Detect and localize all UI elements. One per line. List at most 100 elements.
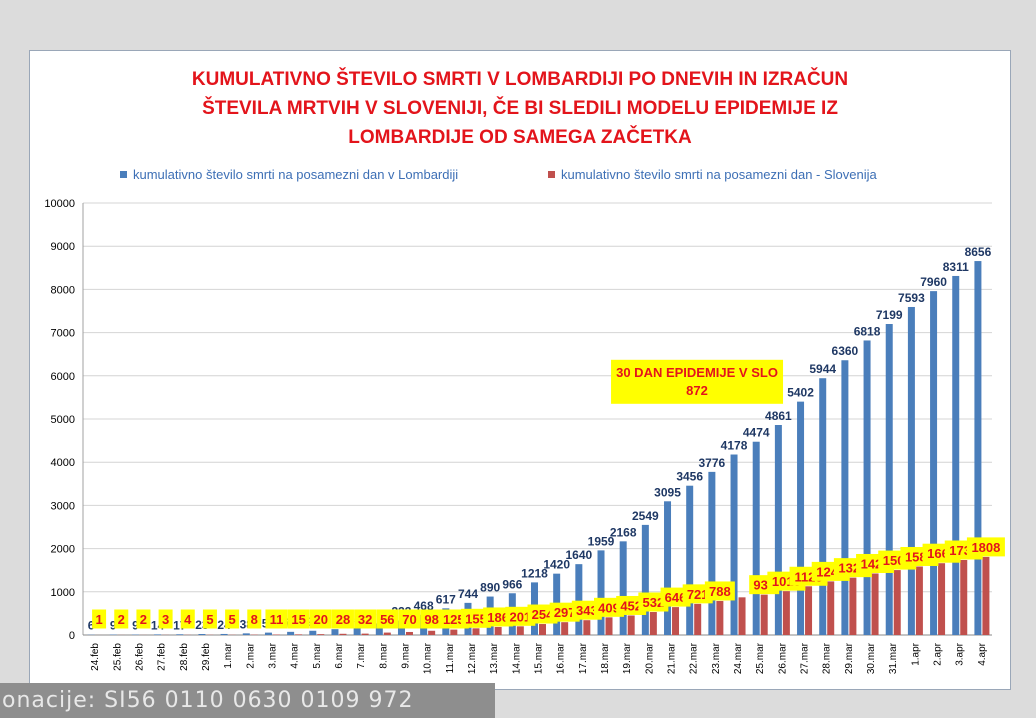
bar-lombardija [752,441,760,635]
y-tick-label: 0 [69,630,75,642]
data-label-box-slovenija [92,609,107,629]
data-label-slovenija: 186 [487,610,509,625]
x-tick-label: 29.mar [844,642,855,674]
bar-lombardija [952,275,960,635]
data-label-slovenija: 32 [358,612,372,627]
annotation-text-line: 30 DAN EPIDEMIJE V SLO [616,365,778,380]
bar-lombardija [154,634,162,635]
bar-slovenija [494,626,502,635]
data-label-box-slovenija [354,609,377,629]
data-label-slovenija: 2 [118,612,125,627]
bar-slovenija [716,600,724,635]
bar-slovenija [317,634,325,635]
bar-lombardija [575,564,583,635]
bar-slovenija [295,634,303,635]
data-label-slovenija: 3 [162,612,169,627]
bar-slovenija [827,581,835,635]
bar-slovenija [849,577,857,635]
legend-lombardija: kumulativno število smrti na posamezni d… [120,167,458,182]
x-tick-label: 11.mar [445,642,456,673]
data-label-slovenija: 409 [598,600,620,615]
bar-slovenija [516,626,524,635]
data-label-box-slovenija [331,609,354,629]
chart-title-line-2: ŠTEVILA MRTVIH V SLOVENIJI, ČE BI SLEDIL… [202,98,838,119]
bar-slovenija [339,633,347,635]
bar-slovenija [805,586,813,635]
x-tick-label: 6.mar [334,642,345,668]
data-label-slovenija: 70 [402,612,416,627]
data-label-box-slovenija [225,609,240,629]
y-tick-label: 8000 [51,284,75,296]
data-label-lombardija: 744 [458,587,478,601]
data-label-box-slovenija [287,609,310,629]
bar-slovenija [450,629,458,635]
data-label-lombardija: 2549 [632,509,659,523]
data-label-box-slovenija [202,609,217,629]
bar-slovenija [539,624,546,635]
bar-slovenija [871,573,879,635]
bar-slovenija [605,617,613,635]
x-tick-label: 18.mar [600,642,611,674]
bar-lombardija [619,541,627,635]
data-label-lombardija: 9 [110,619,117,633]
data-label-slovenija: 5 [206,612,213,627]
data-label-lombardija: 5402 [787,386,814,400]
data-label-lombardija: 7199 [876,308,903,322]
y-tick-label: 10000 [44,198,75,210]
data-label-lombardija: 3095 [654,485,681,499]
data-label-slovenija: 343 [576,603,598,618]
annotation-box [611,359,784,404]
data-label-slovenija: 20 [314,612,328,627]
bar-slovenija [782,591,790,635]
data-label-slovenija: 8 [251,612,258,627]
data-label-slovenija: 297 [554,605,576,620]
data-label-slovenija: 254 [532,607,554,622]
bar-lombardija [331,629,339,635]
bar-lombardija [353,628,361,635]
data-label-lombardija: 1640 [565,548,592,562]
legend-slovenija: kumulativno število smrti na posamezni d… [548,167,877,182]
data-label-slovenija: 532 [643,595,665,610]
data-label-slovenija: 201 [509,609,531,624]
bar-lombardija [641,524,649,635]
bar-slovenija [428,630,436,635]
x-tick-label: 10.mar [423,642,434,674]
data-label-slovenija: 1808 [971,540,1000,555]
bar-lombardija [885,324,893,635]
x-tick-label: 28.feb [179,643,190,671]
data-label-lombardija: 1959 [588,534,615,548]
x-tick-label: 16.mar [556,642,567,674]
bar-lombardija [242,633,250,635]
data-label-lombardija: 2168 [610,525,637,539]
data-label-lombardija: 3456 [676,470,703,484]
data-label-lombardija: 4861 [765,409,792,423]
data-label-lombardija: 4474 [743,426,770,440]
bar-slovenija [627,615,635,635]
x-tick-label: 31.mar [888,642,899,674]
x-tick-label: 13.mar [489,642,500,674]
legend-swatch-lombardija [120,171,127,178]
x-tick-label: 20.mar [644,642,655,674]
x-tick-label: 23.mar [711,642,722,674]
x-tick-label: 3.apr [955,642,966,665]
x-tick-label: 15.mar [534,642,545,674]
data-label-slovenija: 1 [95,612,102,627]
data-label-lombardija: 890 [480,581,500,595]
legend-label-slovenija: kumulativno število smrti na posamezni d… [561,167,877,182]
data-label-lombardija: 7593 [898,291,925,305]
data-label-box-slovenija [158,609,173,629]
bar-slovenija [405,631,413,635]
x-tick-label: 24.mar [733,642,744,674]
bar-slovenija [561,622,569,635]
bar-lombardija [597,550,605,635]
y-tick-label: 2000 [51,544,75,556]
data-label-slovenija: 2 [140,612,147,627]
x-tick-label: 22.mar [689,642,700,674]
y-tick-label: 6000 [51,371,75,383]
bar-slovenija [960,560,968,635]
data-label-slovenija: 5 [228,612,235,627]
bar-lombardija [774,425,782,635]
bar-lombardija [375,623,383,635]
data-label-lombardija: 6 [88,619,95,633]
